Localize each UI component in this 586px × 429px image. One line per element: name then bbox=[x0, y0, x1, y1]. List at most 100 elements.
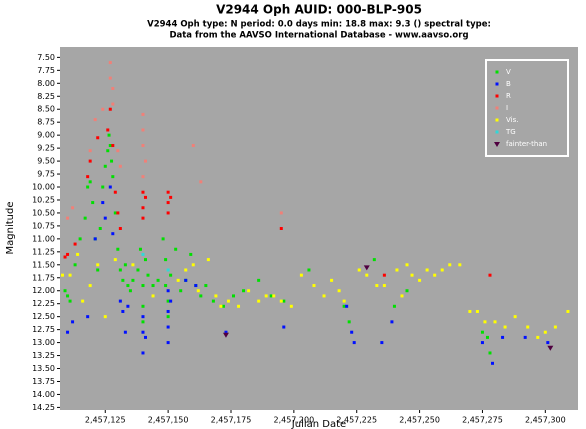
marker bbox=[166, 201, 170, 205]
y-tick-label: 13.00 bbox=[32, 338, 55, 347]
marker bbox=[71, 320, 75, 324]
marker bbox=[365, 273, 369, 277]
marker bbox=[151, 284, 155, 288]
marker bbox=[495, 70, 499, 74]
marker bbox=[279, 227, 283, 230]
marker bbox=[299, 273, 303, 277]
marker bbox=[166, 325, 170, 329]
marker bbox=[495, 82, 499, 86]
marker bbox=[363, 265, 370, 271]
marker bbox=[108, 107, 112, 111]
marker bbox=[96, 136, 100, 140]
marker bbox=[141, 128, 145, 132]
marker bbox=[88, 180, 92, 184]
marker bbox=[501, 335, 505, 339]
marker bbox=[237, 304, 241, 308]
marker bbox=[88, 159, 92, 163]
marker bbox=[61, 273, 65, 277]
marker bbox=[88, 149, 92, 153]
marker bbox=[485, 335, 489, 339]
y-tick-label: 11.75 bbox=[32, 273, 55, 282]
marker bbox=[123, 263, 127, 267]
marker bbox=[495, 94, 499, 98]
marker bbox=[91, 201, 95, 205]
marker bbox=[282, 299, 286, 303]
marker bbox=[141, 144, 145, 148]
marker bbox=[488, 351, 492, 355]
marker bbox=[342, 304, 346, 308]
marker bbox=[543, 330, 547, 334]
marker bbox=[211, 299, 215, 303]
marker bbox=[111, 86, 115, 90]
marker bbox=[536, 335, 540, 339]
marker bbox=[121, 278, 125, 282]
marker bbox=[118, 299, 122, 303]
y-tick-label: 12.25 bbox=[32, 299, 55, 308]
marker bbox=[143, 195, 147, 199]
x-tick-label: 2,457,200 bbox=[273, 416, 314, 425]
marker bbox=[199, 180, 203, 184]
marker bbox=[179, 289, 183, 293]
marker bbox=[141, 330, 145, 334]
marker bbox=[448, 263, 452, 267]
chart-subtitle: Data from the AAVSO International Databa… bbox=[169, 31, 468, 41]
marker bbox=[136, 268, 140, 272]
marker bbox=[357, 268, 361, 272]
marker bbox=[337, 289, 341, 293]
marker bbox=[523, 335, 527, 339]
marker bbox=[146, 273, 150, 277]
marker bbox=[111, 232, 115, 236]
marker bbox=[166, 268, 170, 272]
marker bbox=[68, 273, 72, 277]
marker bbox=[116, 149, 120, 153]
marker bbox=[503, 325, 507, 329]
marker bbox=[400, 294, 404, 298]
y-tick-label: 9.00 bbox=[37, 131, 55, 140]
marker bbox=[73, 263, 77, 267]
marker bbox=[166, 309, 170, 313]
marker bbox=[372, 258, 376, 262]
marker bbox=[96, 268, 100, 272]
y-tick-label: 9.50 bbox=[37, 157, 55, 166]
marker bbox=[118, 227, 122, 230]
marker bbox=[123, 330, 127, 334]
marker bbox=[405, 289, 409, 293]
marker bbox=[118, 164, 122, 168]
marker bbox=[86, 315, 90, 319]
legend-box bbox=[485, 59, 569, 157]
marker bbox=[194, 284, 198, 288]
marker bbox=[312, 284, 316, 288]
marker bbox=[232, 294, 236, 298]
marker bbox=[141, 320, 145, 324]
marker bbox=[141, 315, 145, 319]
marker bbox=[101, 201, 105, 205]
marker bbox=[143, 159, 147, 163]
marker bbox=[113, 258, 117, 262]
marker bbox=[66, 216, 70, 220]
marker bbox=[138, 247, 142, 251]
legend-label: R bbox=[506, 92, 511, 100]
marker bbox=[166, 315, 170, 319]
marker bbox=[495, 130, 499, 134]
marker bbox=[141, 112, 145, 116]
marker bbox=[219, 304, 223, 308]
x-tick-label: 2,457,275 bbox=[462, 416, 503, 425]
marker bbox=[164, 258, 168, 262]
marker bbox=[107, 133, 111, 137]
marker bbox=[375, 284, 379, 288]
marker bbox=[66, 330, 70, 334]
marker bbox=[264, 294, 268, 298]
marker bbox=[63, 289, 67, 293]
y-tick-label: 9.75 bbox=[37, 170, 55, 179]
marker bbox=[322, 294, 326, 298]
marker bbox=[131, 263, 135, 267]
marker bbox=[113, 211, 117, 215]
marker bbox=[169, 195, 173, 199]
marker bbox=[199, 294, 203, 298]
plot-area bbox=[60, 47, 578, 410]
y-tick-label: 12.00 bbox=[32, 286, 55, 295]
marker bbox=[156, 278, 160, 282]
marker bbox=[410, 273, 414, 277]
marker bbox=[279, 299, 283, 303]
marker bbox=[106, 149, 110, 153]
